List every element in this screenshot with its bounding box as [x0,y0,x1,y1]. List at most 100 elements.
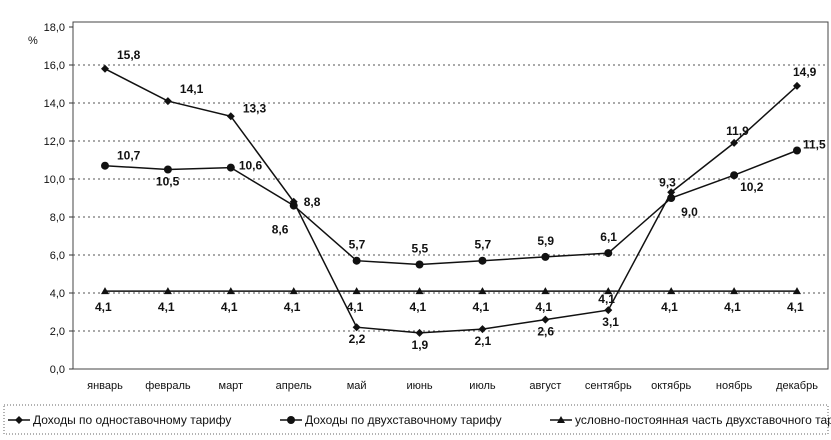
x-tick-label: январь [87,380,123,392]
circle-marker [793,146,801,155]
diamond-marker [793,81,801,90]
data-label: 11,5 [803,138,826,152]
data-label: 10,2 [740,180,764,194]
legend-circle-icon [287,416,295,424]
data-label: 15,8 [117,48,141,62]
diamond-marker [226,112,235,121]
data-label: 4,1 [158,300,175,314]
triangle-marker [667,287,676,295]
triangle-marker [541,287,550,295]
data-label: 5,7 [474,238,491,252]
data-label: 4,1 [347,300,364,314]
data-label: 4,1 [661,300,678,314]
data-label: 3,1 [602,315,619,329]
legend-label: Доходы по двухставочному тарифу [305,413,502,427]
y-tick-label: 12,0 [44,136,65,148]
triangle-marker [730,287,739,295]
circle-marker [667,194,676,202]
triangle-marker [289,287,298,295]
y-tick-label: 18,0 [44,22,65,34]
circle-marker [352,256,361,265]
data-label: 4,1 [284,300,301,314]
legend-diamond-icon [15,416,23,424]
series-line-diamond [104,68,798,334]
circle-marker [289,201,298,210]
series-line-circle [104,149,798,266]
data-label: 13,3 [243,101,267,115]
data-label: 1,9 [412,338,429,352]
data-label: 2,1 [474,334,491,348]
triangle-marker [226,287,235,295]
diamond-marker [604,306,613,315]
x-tick-label: декабрь [776,380,818,392]
data-label: 4,1 [724,300,741,314]
x-tick-label: май [347,380,367,392]
y-tick-label: 10,0 [44,174,65,186]
data-label: 4,1 [535,300,552,314]
circle-marker [478,256,487,265]
data-label: 14,1 [180,82,204,96]
data-label: 8,6 [272,223,289,237]
y-tick-label: 16,0 [44,60,65,72]
data-label: 11,9 [726,124,749,138]
data-label: 4,1 [95,300,112,314]
y-tick-label: 0,0 [50,364,65,376]
data-label: 10,7 [117,149,141,163]
diamond-marker [163,97,172,106]
x-tick-label: сентябрь [585,380,632,392]
y-tick-label: 4,0 [50,288,65,300]
data-label: 14,9 [793,65,817,79]
y-tick-label: 2,0 [50,326,65,338]
y-tick-label: 8,0 [50,212,65,224]
data-label: 10,5 [156,175,180,189]
plot-area-border [72,21,829,370]
diamond-marker [415,328,424,337]
diamond-marker [541,315,550,324]
diamond-marker [730,138,739,147]
x-tick-label: февраль [145,380,191,392]
data-label: 8,8 [304,195,321,209]
data-label: 4,1 [787,300,804,314]
data-label: 5,7 [349,238,366,252]
data-label: 2,6 [537,325,554,339]
diamond-marker [667,188,676,197]
data-label: 6,1 [600,230,617,244]
data-label: 4,1 [472,300,489,314]
circle-marker [163,165,172,174]
diamond-marker [101,64,109,73]
triangle-marker [163,287,172,295]
x-tick-label: октябрь [651,380,691,392]
circle-marker [541,252,550,261]
triangle-marker [604,287,613,295]
triangle-marker [478,287,487,295]
circle-marker [604,249,613,258]
triangle-marker [793,287,801,295]
data-label: 9,0 [681,205,698,219]
legend-box [3,404,829,435]
y-tick-label: 6,0 [50,250,65,262]
y-axis-label: % [28,35,38,47]
data-label: 10,6 [239,159,263,173]
x-tick-label: июнь [406,380,432,392]
y-tick-label: 14,0 [44,98,65,110]
triangle-marker [352,287,361,295]
diamond-marker [352,323,361,332]
data-label: 5,9 [537,234,554,248]
legend-label: Доходы по одноставочному тарифу [33,413,231,427]
triangle-marker [101,287,109,295]
data-label: 4,1 [221,300,238,314]
legend-triangle-icon [557,416,565,423]
legend-label: условно-постоянная часть двухставочного … [575,413,831,427]
circle-marker [226,163,235,172]
data-label: 9,3 [659,175,676,189]
x-tick-label: апрель [276,380,312,392]
circle-marker [730,171,739,180]
data-label: 4,1 [598,292,615,306]
data-label: 2,2 [349,332,366,346]
x-tick-label: август [529,380,561,392]
circle-marker [101,161,109,170]
data-label: 4,1 [410,300,427,314]
circle-marker [415,260,424,269]
